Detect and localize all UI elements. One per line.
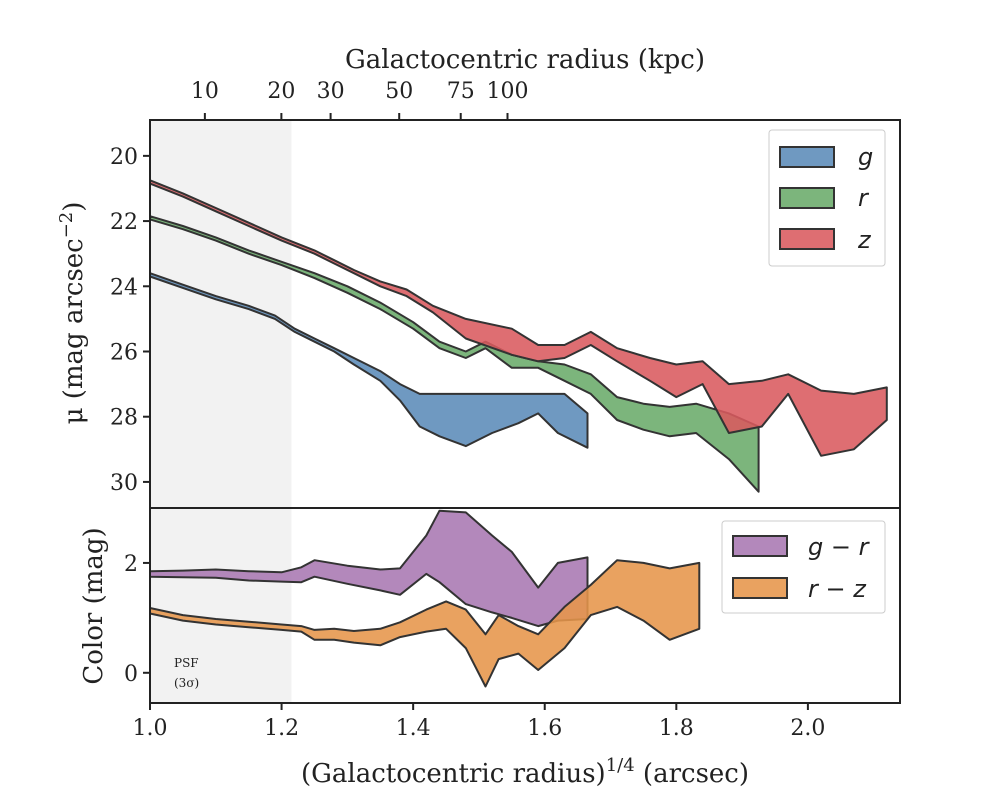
top-x-tick-label: 75 [447, 79, 475, 104]
top-y-tick-label: 26 [110, 340, 138, 365]
top-x-axis-label: Galactocentric radius (kpc) [345, 45, 705, 75]
bottom-y-axis-label: Color (mag) [79, 527, 109, 684]
psf-annotation-line1: PSF [174, 656, 199, 670]
legend-label-g: g [858, 143, 873, 171]
top-x-tick-label: 20 [267, 79, 295, 104]
legend-label-g-minus-r-b: r [859, 533, 871, 561]
surface-brightness-panel: 20 22 24 26 28 30 10 20 30 50 75 100 [110, 79, 901, 509]
color-panel: 0 2 1.0 1.2 1.4 1.6 1.8 2.0 [124, 507, 901, 741]
bottom-y-tick-label: 2 [124, 552, 138, 577]
legend-swatch-g [779, 146, 835, 168]
legend-label-g-minus-r: g − r [808, 533, 871, 561]
bottom-x-tick-label: 1.8 [659, 716, 694, 741]
top-x-tick-label: 100 [487, 79, 529, 104]
legend-label-r: r [858, 184, 870, 212]
bottom-x-tick-label: 1.0 [133, 716, 168, 741]
top-y-tick-label: 24 [110, 275, 138, 300]
legend-swatch-z [779, 228, 835, 250]
legend-label-g-minus-r-op: − [823, 533, 858, 561]
bottom-psf-shade [150, 508, 292, 703]
bottom-x-tick-label: 1.2 [264, 716, 299, 741]
bottom-x-axis-label: (Galactocentric radius)1/4 (arcsec) [301, 755, 749, 789]
top-y-axis-label-sup: −2 [56, 212, 77, 239]
top-x-tick-label: 10 [191, 79, 219, 104]
top-band-g [149, 272, 589, 449]
psf-annotation-line2: (3σ) [174, 676, 199, 690]
top-y-tick-label: 28 [110, 406, 138, 431]
bottom-x-axis-label-end: (arcsec) [635, 759, 749, 789]
legend-label-z: z [857, 226, 872, 254]
legend-label-r-minus-z: r − z [808, 575, 867, 603]
bottom-y-tick-label: 0 [124, 662, 138, 687]
legend-label-r-minus-z-a: r [808, 575, 820, 603]
bottom-band-r-minus-z [149, 559, 701, 688]
legend-swatch-r [779, 187, 835, 209]
top-y-axis-label: μ (mag arcsec−2) [56, 202, 89, 425]
bottom-x-tick-label: 1.6 [527, 716, 562, 741]
bottom-x-tick-label: 2.0 [790, 716, 825, 741]
top-y-axis-label-end: ) [59, 202, 89, 212]
top-x-tick-label: 30 [317, 79, 345, 104]
top-x-tick-label: 50 [385, 79, 413, 104]
top-band-z [149, 179, 888, 457]
bottom-frame [149, 507, 901, 704]
top-y-tick-label: 30 [110, 471, 138, 496]
legend-label-g-minus-r-a: g [808, 533, 823, 561]
bottom-x-axis-label-base: (Galactocentric radius) [301, 759, 606, 789]
bottom-x-axis-label-sup: 1/4 [606, 755, 635, 776]
legend-swatch-r-minus-z [732, 577, 788, 599]
legend-bottom: g − r r − z [721, 520, 886, 614]
legend-swatch-g-minus-r [732, 535, 788, 557]
top-band-r [149, 215, 760, 493]
bottom-x-tick-label: 1.4 [396, 716, 431, 741]
top-y-tick-label: 22 [110, 210, 138, 235]
top-y-tick-label: 20 [110, 145, 138, 170]
legend-label-r-minus-z-op: − [818, 575, 853, 603]
legend-label-r-minus-z-b: z [852, 575, 867, 603]
top-y-axis-label-base: μ (mag arcsec [59, 238, 89, 424]
legend-top: g r z [768, 129, 886, 267]
